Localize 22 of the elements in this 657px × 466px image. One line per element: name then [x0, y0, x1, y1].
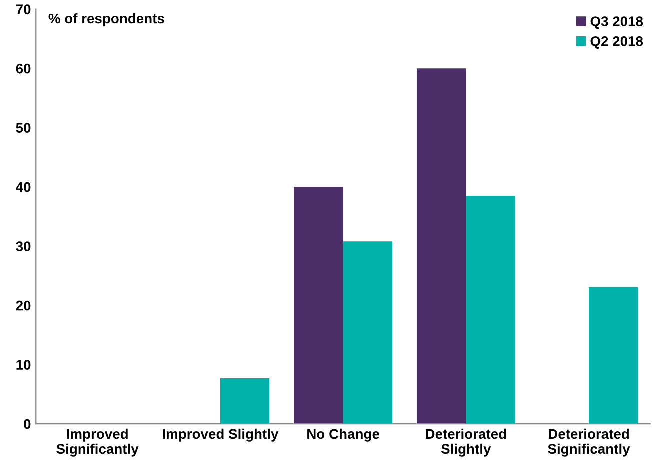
- x-tick-label: No Change: [308, 428, 380, 442]
- y-tick-label: 60: [16, 64, 31, 74]
- bar: [294, 187, 344, 424]
- bar: [220, 378, 270, 424]
- y-tick-label: 70: [16, 4, 31, 14]
- legend-label: Q2 2018: [590, 36, 644, 49]
- bar: [466, 196, 516, 424]
- y-tick-label: 20: [16, 300, 31, 311]
- y-tick-label: 40: [16, 182, 31, 192]
- y-tick-label: 30: [16, 242, 31, 252]
- y-tick-label: 50: [16, 123, 31, 133]
- bar: [343, 242, 392, 424]
- bar: [417, 68, 466, 424]
- x-tick-label: Deteriorated Slightly: [426, 428, 506, 457]
- x-tick-label: Deteriorated Significantly: [548, 428, 630, 457]
- y-tick-label: 10: [16, 360, 31, 370]
- x-tick-label: Improved Slightly: [163, 428, 279, 442]
- y-axis-title: % of respondents: [48, 13, 164, 26]
- legend-label: Q3 2018: [590, 16, 644, 30]
- bar: [589, 287, 638, 424]
- y-tick-label: 0: [24, 419, 31, 430]
- x-tick-label: Improved Significantly: [56, 428, 139, 457]
